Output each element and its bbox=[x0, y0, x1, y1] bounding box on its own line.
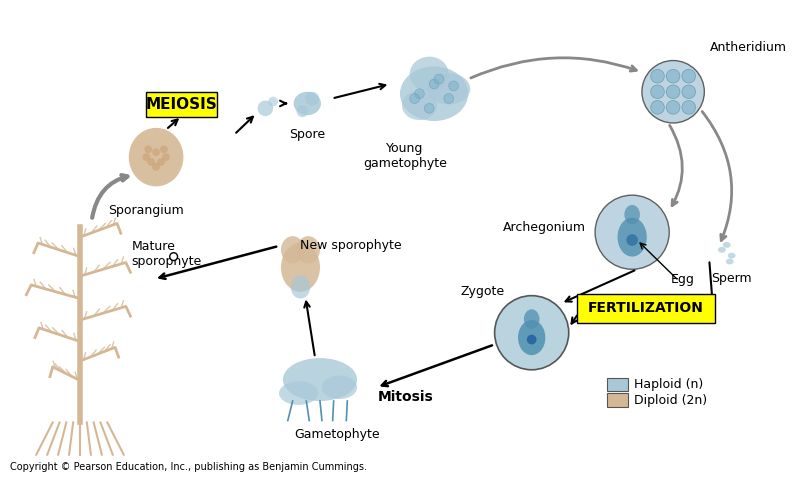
Circle shape bbox=[666, 70, 680, 83]
Circle shape bbox=[142, 153, 150, 161]
Ellipse shape bbox=[618, 218, 646, 256]
Circle shape bbox=[650, 85, 664, 99]
Ellipse shape bbox=[624, 205, 640, 225]
Circle shape bbox=[642, 60, 704, 123]
Ellipse shape bbox=[129, 128, 183, 186]
Circle shape bbox=[595, 195, 670, 270]
Circle shape bbox=[410, 94, 419, 103]
Circle shape bbox=[666, 100, 680, 114]
Ellipse shape bbox=[290, 275, 310, 298]
Circle shape bbox=[430, 79, 439, 89]
Ellipse shape bbox=[518, 320, 546, 355]
Text: Antheridium: Antheridium bbox=[710, 42, 787, 55]
Text: Sporangium: Sporangium bbox=[109, 204, 184, 217]
Ellipse shape bbox=[726, 258, 734, 264]
Circle shape bbox=[147, 158, 155, 166]
Circle shape bbox=[666, 85, 680, 99]
FancyBboxPatch shape bbox=[606, 393, 628, 407]
Text: Haploid (n): Haploid (n) bbox=[634, 378, 703, 391]
FancyBboxPatch shape bbox=[606, 378, 628, 391]
Circle shape bbox=[449, 81, 458, 91]
Ellipse shape bbox=[402, 91, 437, 120]
Circle shape bbox=[650, 70, 664, 83]
FancyBboxPatch shape bbox=[146, 92, 217, 117]
Text: Copyright © Pearson Education, Inc., publishing as Benjamin Cummings.: Copyright © Pearson Education, Inc., pub… bbox=[10, 462, 366, 472]
Circle shape bbox=[157, 158, 165, 166]
Ellipse shape bbox=[297, 105, 308, 117]
Circle shape bbox=[152, 163, 160, 171]
Circle shape bbox=[682, 100, 695, 114]
Text: Mitosis: Mitosis bbox=[378, 390, 434, 404]
Text: New sporophyte: New sporophyte bbox=[300, 240, 402, 253]
Circle shape bbox=[162, 153, 170, 161]
Text: FERTILIZATION: FERTILIZATION bbox=[588, 301, 704, 315]
Text: Archegonium: Archegonium bbox=[503, 221, 586, 234]
Circle shape bbox=[152, 148, 160, 156]
Circle shape bbox=[160, 145, 168, 153]
Text: Young
gametophyte: Young gametophyte bbox=[363, 142, 446, 170]
Ellipse shape bbox=[258, 100, 273, 116]
FancyBboxPatch shape bbox=[577, 294, 715, 323]
Circle shape bbox=[494, 296, 569, 370]
Ellipse shape bbox=[427, 73, 470, 104]
Circle shape bbox=[144, 145, 152, 153]
Circle shape bbox=[170, 253, 178, 260]
Text: Sperm: Sperm bbox=[711, 272, 752, 285]
Circle shape bbox=[526, 335, 537, 344]
Circle shape bbox=[444, 94, 454, 103]
Text: Mature
sporophyte: Mature sporophyte bbox=[132, 240, 202, 268]
Text: Diploid (2n): Diploid (2n) bbox=[634, 394, 707, 407]
Circle shape bbox=[424, 103, 434, 113]
Circle shape bbox=[682, 70, 695, 83]
Ellipse shape bbox=[268, 97, 278, 106]
Ellipse shape bbox=[279, 382, 318, 405]
Ellipse shape bbox=[410, 57, 449, 92]
Ellipse shape bbox=[728, 253, 735, 258]
Ellipse shape bbox=[306, 92, 319, 105]
Ellipse shape bbox=[524, 309, 539, 329]
Text: Gametophyte: Gametophyte bbox=[294, 428, 380, 441]
Circle shape bbox=[434, 74, 444, 84]
Ellipse shape bbox=[281, 236, 304, 263]
Text: Spore: Spore bbox=[290, 128, 326, 141]
Ellipse shape bbox=[718, 247, 726, 253]
Circle shape bbox=[414, 89, 424, 99]
Ellipse shape bbox=[297, 236, 320, 263]
Circle shape bbox=[650, 100, 664, 114]
Ellipse shape bbox=[723, 242, 730, 248]
Ellipse shape bbox=[283, 358, 357, 401]
Ellipse shape bbox=[400, 66, 468, 121]
Text: Egg: Egg bbox=[671, 273, 695, 286]
Text: MEIOSIS: MEIOSIS bbox=[146, 97, 218, 112]
Ellipse shape bbox=[294, 92, 321, 115]
Ellipse shape bbox=[281, 243, 320, 292]
Ellipse shape bbox=[322, 376, 357, 399]
Text: Zygote: Zygote bbox=[461, 285, 505, 298]
Circle shape bbox=[626, 234, 638, 246]
Circle shape bbox=[682, 85, 695, 99]
